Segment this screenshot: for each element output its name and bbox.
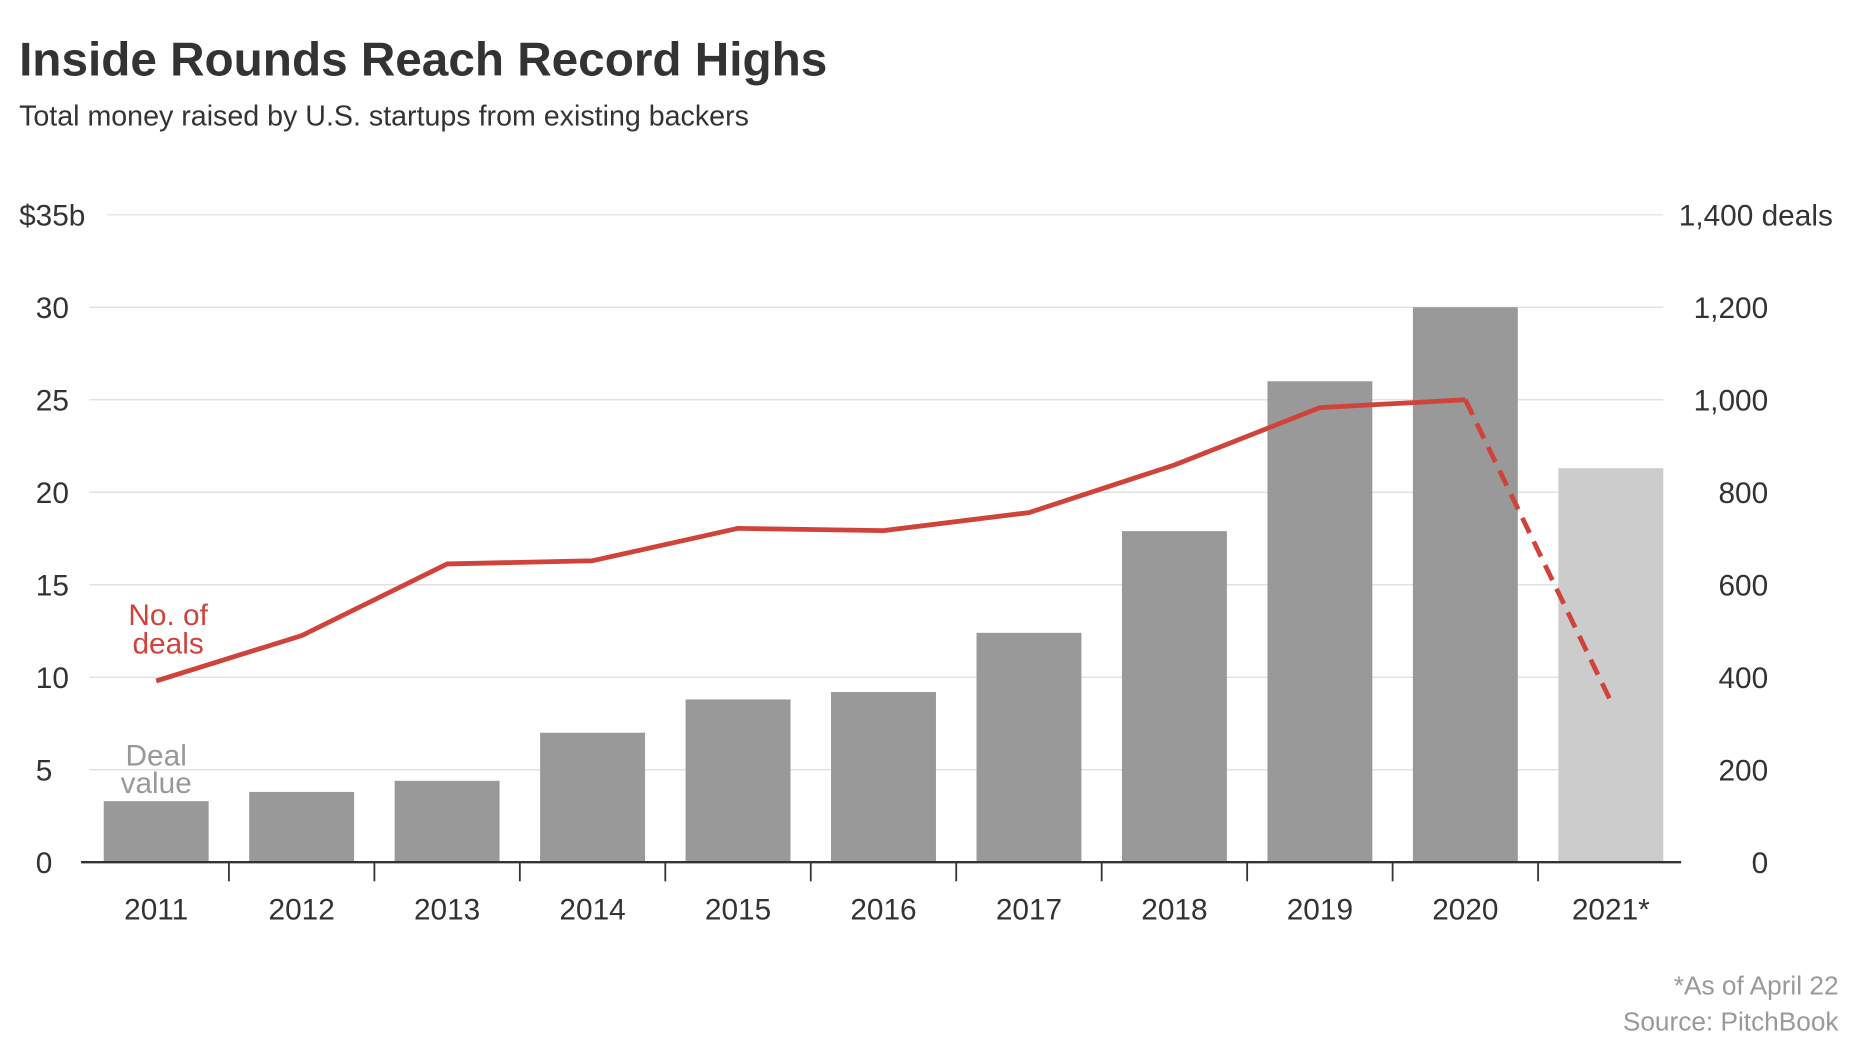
left-tick-label: 15 xyxy=(36,569,69,602)
right-tick-label: 1,000 xyxy=(1694,384,1769,417)
deals-line xyxy=(155,397,1466,684)
bar-2021* xyxy=(1558,468,1664,863)
deals-label-1: No. of xyxy=(128,599,208,632)
left-tick-label: 20 xyxy=(36,477,69,510)
right-tick-label: 200 xyxy=(1718,754,1768,787)
footnote: *As of April 22 xyxy=(1674,971,1839,1001)
chart-title: Inside Rounds Reach Record Highs xyxy=(19,33,827,86)
deal-value-label-2: value xyxy=(121,767,192,800)
x-tick-label: 2020 xyxy=(1432,893,1498,926)
x-tick-label: 2017 xyxy=(996,893,1062,926)
x-tick-label: 2016 xyxy=(850,893,916,926)
left-tick-label: $35b xyxy=(19,200,85,233)
x-tick-label: 2015 xyxy=(705,893,771,926)
bar-2013 xyxy=(394,780,500,863)
x-tick-label: 2013 xyxy=(414,893,480,926)
bar-2019 xyxy=(1267,381,1373,863)
bar-2011 xyxy=(103,801,209,863)
deal-value-label-1: Deal xyxy=(126,740,187,773)
left-tick-label: 30 xyxy=(36,292,69,325)
right-tick-label: 800 xyxy=(1718,477,1768,510)
right-tick-label: 400 xyxy=(1718,662,1768,695)
right-tick-label: 600 xyxy=(1718,569,1768,602)
deals-label-2: deals xyxy=(132,628,203,661)
bar-2020 xyxy=(1412,307,1518,863)
x-tick-label: 2021* xyxy=(1572,893,1650,926)
left-tick-label: 0 xyxy=(36,847,53,880)
bar-2015 xyxy=(685,699,791,863)
left-tick-label: 25 xyxy=(36,384,69,417)
deals-line-partial xyxy=(1463,398,1613,703)
x-tick-label: 2018 xyxy=(1141,893,1207,926)
x-tick-label: 2019 xyxy=(1287,893,1353,926)
bar-2014 xyxy=(540,732,646,863)
bar-2018 xyxy=(1121,531,1227,863)
x-tick-label: 2011 xyxy=(124,893,188,926)
right-tick-label: 1,400 deals xyxy=(1679,200,1833,233)
chart-subtitle: Total money raised by U.S. startups from… xyxy=(19,100,749,132)
left-tick-label: 5 xyxy=(36,754,53,787)
x-tick-label: 2012 xyxy=(269,893,335,926)
right-tick-label: 0 xyxy=(1752,847,1769,880)
x-tick-label: 2014 xyxy=(559,893,625,926)
bar-2017 xyxy=(976,632,1082,863)
source: Source: PitchBook xyxy=(1623,1006,1840,1036)
bar-2016 xyxy=(831,692,936,863)
bar-2012 xyxy=(249,791,355,863)
right-tick-label: 1,200 xyxy=(1694,292,1769,325)
left-tick-label: 10 xyxy=(36,662,69,695)
